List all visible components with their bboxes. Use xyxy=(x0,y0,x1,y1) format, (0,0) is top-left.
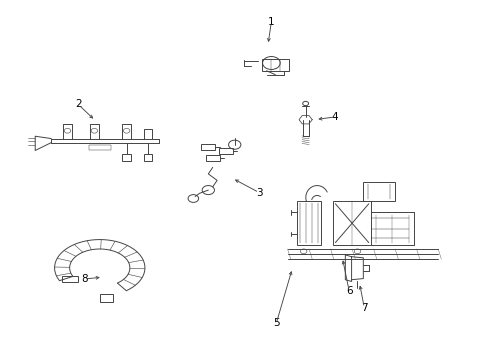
Bar xyxy=(62,276,78,283)
Bar xyxy=(143,154,152,161)
Text: 3: 3 xyxy=(255,188,262,198)
Text: 2: 2 xyxy=(75,99,81,109)
Bar xyxy=(262,59,288,71)
Text: 5: 5 xyxy=(272,318,279,328)
Bar xyxy=(297,202,320,245)
Text: 8: 8 xyxy=(81,274,87,284)
Bar xyxy=(201,144,215,150)
Text: 1: 1 xyxy=(267,17,274,27)
Text: 7: 7 xyxy=(360,303,367,313)
Bar xyxy=(122,154,131,161)
Bar xyxy=(205,155,219,161)
Bar xyxy=(219,148,232,154)
Bar xyxy=(333,202,370,245)
Text: 4: 4 xyxy=(331,112,338,122)
Bar xyxy=(89,145,110,150)
Text: 6: 6 xyxy=(345,286,352,296)
Bar xyxy=(362,181,394,201)
Bar xyxy=(100,294,112,302)
